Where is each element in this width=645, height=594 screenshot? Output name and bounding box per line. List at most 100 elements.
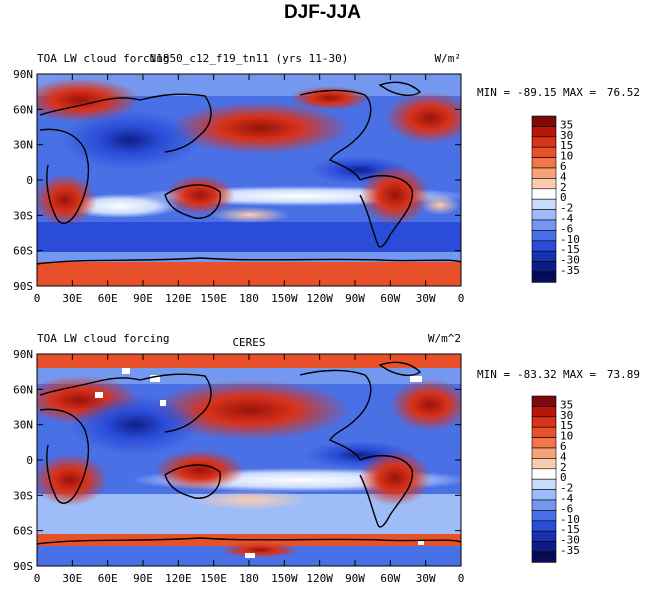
y-tick-label: 30N — [13, 419, 33, 432]
x-tick-label: 90E — [133, 572, 153, 585]
colorbar-label: -30 — [560, 534, 580, 547]
x-tick-label: 150W — [271, 292, 298, 305]
colorbar-swatch — [531, 188, 557, 200]
x-tick-label: 150E — [200, 292, 227, 305]
colorbar-label: 15 — [560, 419, 573, 432]
colorbar-swatch — [531, 167, 557, 179]
colorbar-label: 0 — [560, 471, 567, 484]
y-tick-label: 0 — [26, 454, 33, 467]
x-tick-label: 90E — [133, 292, 153, 305]
y-tick-label: 90N — [13, 348, 33, 361]
colorbar-label: 0 — [560, 191, 567, 204]
colorbar-swatch — [531, 530, 557, 542]
colorbar-label: -4 — [560, 492, 574, 505]
panel-title-left: TOA LW cloud forcing — [37, 52, 169, 65]
colorbar-swatch — [531, 178, 557, 190]
x-tick-label: 60E — [98, 572, 118, 585]
colorbar-swatch — [531, 468, 557, 480]
x-tick-label: 120W — [306, 292, 333, 305]
colorbar-swatch — [531, 489, 557, 501]
x-tick-label: 0 — [458, 572, 465, 585]
x-tick-label: 0 — [34, 292, 41, 305]
y-tick-label: 0 — [26, 174, 33, 187]
colorbar-swatch — [531, 250, 557, 262]
colorbar-label: 10 — [560, 430, 573, 443]
colorbar-label: 35 — [560, 398, 573, 411]
y-tick-label: 30S — [13, 489, 33, 502]
colorbar-label: 30 — [560, 409, 573, 422]
colorbar-label: 10 — [560, 150, 573, 163]
figure-title: DJF-JJA — [283, 2, 362, 23]
colorbar-label: -35 — [560, 264, 580, 277]
colorbar-swatch — [531, 219, 557, 231]
y-tick-label: 30N — [13, 139, 33, 152]
colorbar-label: -10 — [560, 513, 580, 526]
stat-min-value: -89.15 — [517, 86, 557, 99]
colorbar-swatch — [531, 240, 557, 252]
x-tick-label: 60W — [380, 292, 400, 305]
panel-ceres: 0 30E 60E 90E 120E 150E 180 150W 120W 90W 60W 30W 09… — [13, 332, 640, 585]
y-tick-label: 60S — [13, 245, 33, 258]
colorbar-swatch — [531, 426, 557, 438]
colorbar-swatch — [531, 136, 557, 148]
colorbar-label: -30 — [560, 254, 580, 267]
axis-ticks-model: 0 30E 60E 90E 120E 150E 180 150W 120W 90W 60W 30W 09… — [13, 68, 464, 305]
colorbar-swatch — [531, 541, 557, 553]
colorbar-swatch — [531, 261, 557, 273]
colorbar-label: -35 — [560, 544, 580, 557]
colorbar-swatch — [531, 271, 557, 283]
panel-title-left: TOA LW cloud forcing — [37, 332, 169, 345]
x-tick-label: 120E — [165, 572, 192, 585]
x-tick-label: 150E — [200, 572, 227, 585]
colorbar-label: -15 — [560, 243, 580, 256]
colorbar-swatch — [531, 510, 557, 522]
colorbar-swatch — [531, 126, 557, 138]
coastlines-model — [36, 81, 462, 265]
x-tick-label: 30W — [416, 292, 436, 305]
colorbar-swatch — [531, 115, 557, 127]
y-tick-label: 90S — [13, 280, 33, 293]
stat-max-value: 73.89 — [607, 368, 640, 381]
colorbar-swatch — [531, 230, 557, 242]
colorbar-swatch — [531, 209, 557, 221]
x-tick-label: 180 — [239, 572, 259, 585]
colorbar-label: -6 — [560, 502, 573, 515]
colorbar-swatch — [531, 146, 557, 158]
x-tick-label: 0 — [34, 572, 41, 585]
y-tick-label: 30S — [13, 209, 33, 222]
stat-max-label: MAX = — [563, 86, 596, 99]
x-tick-label: 60W — [380, 572, 400, 585]
x-tick-label: 180 — [239, 292, 259, 305]
panel-units: W/m^2 — [428, 332, 461, 345]
x-tick-label: 150W — [271, 572, 298, 585]
x-tick-label: 120E — [165, 292, 192, 305]
axis-ticks-ceres: 0 30E 60E 90E 120E 150E 180 150W 120W 90W 60W 30W 09… — [13, 348, 464, 585]
colorbar-swatch — [531, 437, 557, 449]
coastlines-ceres — [36, 361, 462, 545]
colorbar-label: 15 — [560, 139, 573, 152]
x-tick-label: 60E — [98, 292, 118, 305]
colorbar-label: 2 — [560, 181, 567, 194]
y-tick-label: 60N — [13, 103, 33, 116]
colorbar-label: -2 — [560, 482, 573, 495]
panel-title-center: CERES — [232, 336, 265, 349]
colorbar-swatch — [531, 406, 557, 418]
colorbar-swatch — [531, 395, 557, 407]
colorbar-swatch — [531, 157, 557, 169]
colorbar-swatch — [531, 478, 557, 490]
panel-units: W/m² — [435, 52, 462, 65]
colorbar-label: -15 — [560, 523, 580, 536]
colorbar-swatch — [531, 447, 557, 459]
colorbar-label: -6 — [560, 222, 573, 235]
colorbar-label: 4 — [560, 170, 567, 183]
colorbar-label: 30 — [560, 129, 573, 142]
colorbar-label: -2 — [560, 202, 573, 215]
colorbar-label: -4 — [560, 212, 574, 225]
x-tick-label: 30E — [62, 572, 82, 585]
colorbar-swatch — [531, 458, 557, 470]
panel-model: 0 30E 60E 90E 120E 150E 180 150W 120W 90W 60W 30W 09… — [13, 52, 640, 305]
colorbar-label: -10 — [560, 233, 580, 246]
colorbar-label: 35 — [560, 118, 573, 131]
